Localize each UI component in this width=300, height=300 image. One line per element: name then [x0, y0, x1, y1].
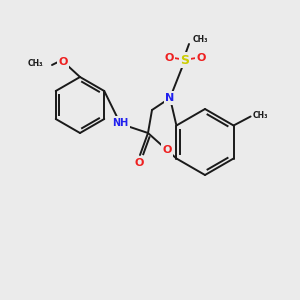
Text: O: O	[162, 145, 172, 155]
Text: O: O	[164, 53, 174, 63]
Text: S: S	[181, 53, 190, 67]
Text: N: N	[165, 93, 175, 103]
Text: methoxy: methoxy	[38, 64, 44, 66]
Text: CH₃: CH₃	[28, 59, 43, 68]
Text: O: O	[134, 158, 144, 168]
Text: O: O	[58, 57, 68, 67]
Text: CH₃: CH₃	[193, 34, 208, 43]
Text: CH₃: CH₃	[253, 111, 268, 120]
Text: O: O	[196, 53, 206, 63]
Text: NH: NH	[112, 118, 128, 128]
